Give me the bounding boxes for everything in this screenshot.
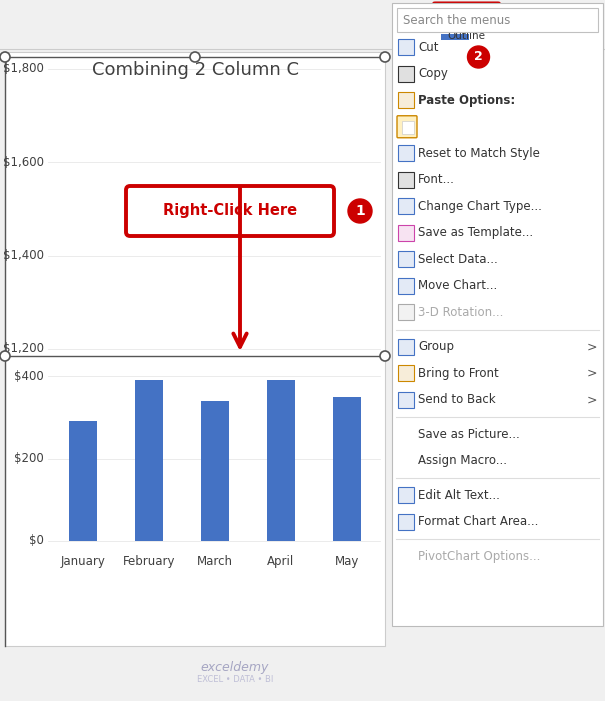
FancyBboxPatch shape xyxy=(126,186,334,236)
Text: Paste Options:: Paste Options: xyxy=(418,94,515,107)
Text: ⌄: ⌄ xyxy=(577,18,587,31)
Bar xyxy=(398,304,414,320)
FancyBboxPatch shape xyxy=(397,116,417,138)
Text: Bring to Front: Bring to Front xyxy=(418,367,499,380)
Bar xyxy=(397,8,598,32)
Text: Save as Template...: Save as Template... xyxy=(418,226,533,239)
Bar xyxy=(398,392,414,408)
Text: Save as Picture...: Save as Picture... xyxy=(418,428,520,441)
Text: $1,200: $1,200 xyxy=(3,343,44,355)
Text: $0: $0 xyxy=(29,534,44,547)
Text: $200: $200 xyxy=(15,452,44,465)
Text: exceldemy: exceldemy xyxy=(201,662,269,674)
Bar xyxy=(398,225,414,240)
Circle shape xyxy=(380,351,390,361)
Circle shape xyxy=(468,46,489,68)
Text: >: > xyxy=(586,367,597,380)
Text: Chart Area: Chart Area xyxy=(510,20,570,29)
Circle shape xyxy=(0,351,10,361)
Bar xyxy=(398,514,414,530)
Bar xyxy=(398,278,414,294)
Text: PivotChart Options...: PivotChart Options... xyxy=(418,550,540,563)
Bar xyxy=(398,339,414,355)
Text: 1: 1 xyxy=(355,204,365,218)
Text: Search the menus: Search the menus xyxy=(403,13,511,27)
Bar xyxy=(5,52,385,646)
FancyBboxPatch shape xyxy=(433,3,500,46)
Text: Cut: Cut xyxy=(418,41,439,54)
Bar xyxy=(69,421,97,541)
Bar xyxy=(402,121,414,134)
Bar xyxy=(398,145,414,161)
Circle shape xyxy=(348,199,372,223)
Bar xyxy=(398,66,414,82)
Text: Move Chart...: Move Chart... xyxy=(418,279,497,292)
Bar xyxy=(398,365,414,381)
Bar xyxy=(398,198,414,215)
Text: Right-Click Here: Right-Click Here xyxy=(163,203,297,219)
Text: Copy: Copy xyxy=(418,67,448,80)
Bar xyxy=(398,93,414,108)
Bar xyxy=(135,380,163,541)
Text: ✎: ✎ xyxy=(459,11,474,29)
Text: Font...: Font... xyxy=(418,173,455,186)
Bar xyxy=(201,401,229,541)
Bar xyxy=(267,380,295,541)
Text: Combining 2 Column C: Combining 2 Column C xyxy=(91,61,298,79)
Text: $400: $400 xyxy=(15,369,44,383)
Circle shape xyxy=(190,52,200,62)
Bar xyxy=(0,0,605,49)
Text: 2: 2 xyxy=(474,50,483,64)
Text: Send to Back: Send to Back xyxy=(418,393,495,407)
Bar xyxy=(398,172,414,188)
Bar xyxy=(398,66,414,82)
Bar xyxy=(398,487,414,503)
Text: Assign Macro...: Assign Macro... xyxy=(418,454,507,468)
Bar xyxy=(398,39,414,55)
Text: >: > xyxy=(586,340,597,353)
Bar xyxy=(398,198,414,215)
Text: $1,400: $1,400 xyxy=(3,249,44,262)
Bar xyxy=(398,145,414,161)
Text: $1,600: $1,600 xyxy=(3,156,44,169)
Text: January: January xyxy=(60,555,105,568)
Circle shape xyxy=(380,52,390,62)
Bar xyxy=(398,278,414,294)
Bar xyxy=(398,251,414,267)
Text: EXCEL • DATA • BI: EXCEL • DATA • BI xyxy=(197,676,273,684)
Bar xyxy=(398,304,414,320)
Text: Outline: Outline xyxy=(448,31,485,41)
Bar xyxy=(398,225,414,240)
Text: Format Chart Area...: Format Chart Area... xyxy=(418,515,538,529)
Bar xyxy=(392,3,603,626)
Bar xyxy=(398,365,414,381)
Bar xyxy=(333,397,361,541)
Text: Reset to Match Style: Reset to Match Style xyxy=(418,147,540,160)
Text: February: February xyxy=(123,555,175,568)
Text: Select Data...: Select Data... xyxy=(418,253,498,266)
Bar xyxy=(398,514,414,530)
Bar xyxy=(398,339,414,355)
Text: Group: Group xyxy=(418,340,454,353)
FancyBboxPatch shape xyxy=(501,13,596,36)
Bar xyxy=(441,34,469,40)
Text: May: May xyxy=(335,555,359,568)
Bar xyxy=(398,172,414,188)
Bar xyxy=(398,487,414,503)
Text: March: March xyxy=(197,555,233,568)
Text: $1,800: $1,800 xyxy=(3,62,44,76)
Text: Change Chart Type...: Change Chart Type... xyxy=(418,200,542,212)
Text: Fill: Fill xyxy=(408,22,422,32)
Text: Edit Alt Text...: Edit Alt Text... xyxy=(418,489,500,502)
Bar xyxy=(398,392,414,408)
Bar xyxy=(398,39,414,55)
Text: >: > xyxy=(586,393,597,407)
Text: April: April xyxy=(267,555,295,568)
Bar xyxy=(398,93,414,108)
Bar xyxy=(398,251,414,267)
Text: 3-D Rotation...: 3-D Rotation... xyxy=(418,306,503,319)
Circle shape xyxy=(0,52,10,62)
